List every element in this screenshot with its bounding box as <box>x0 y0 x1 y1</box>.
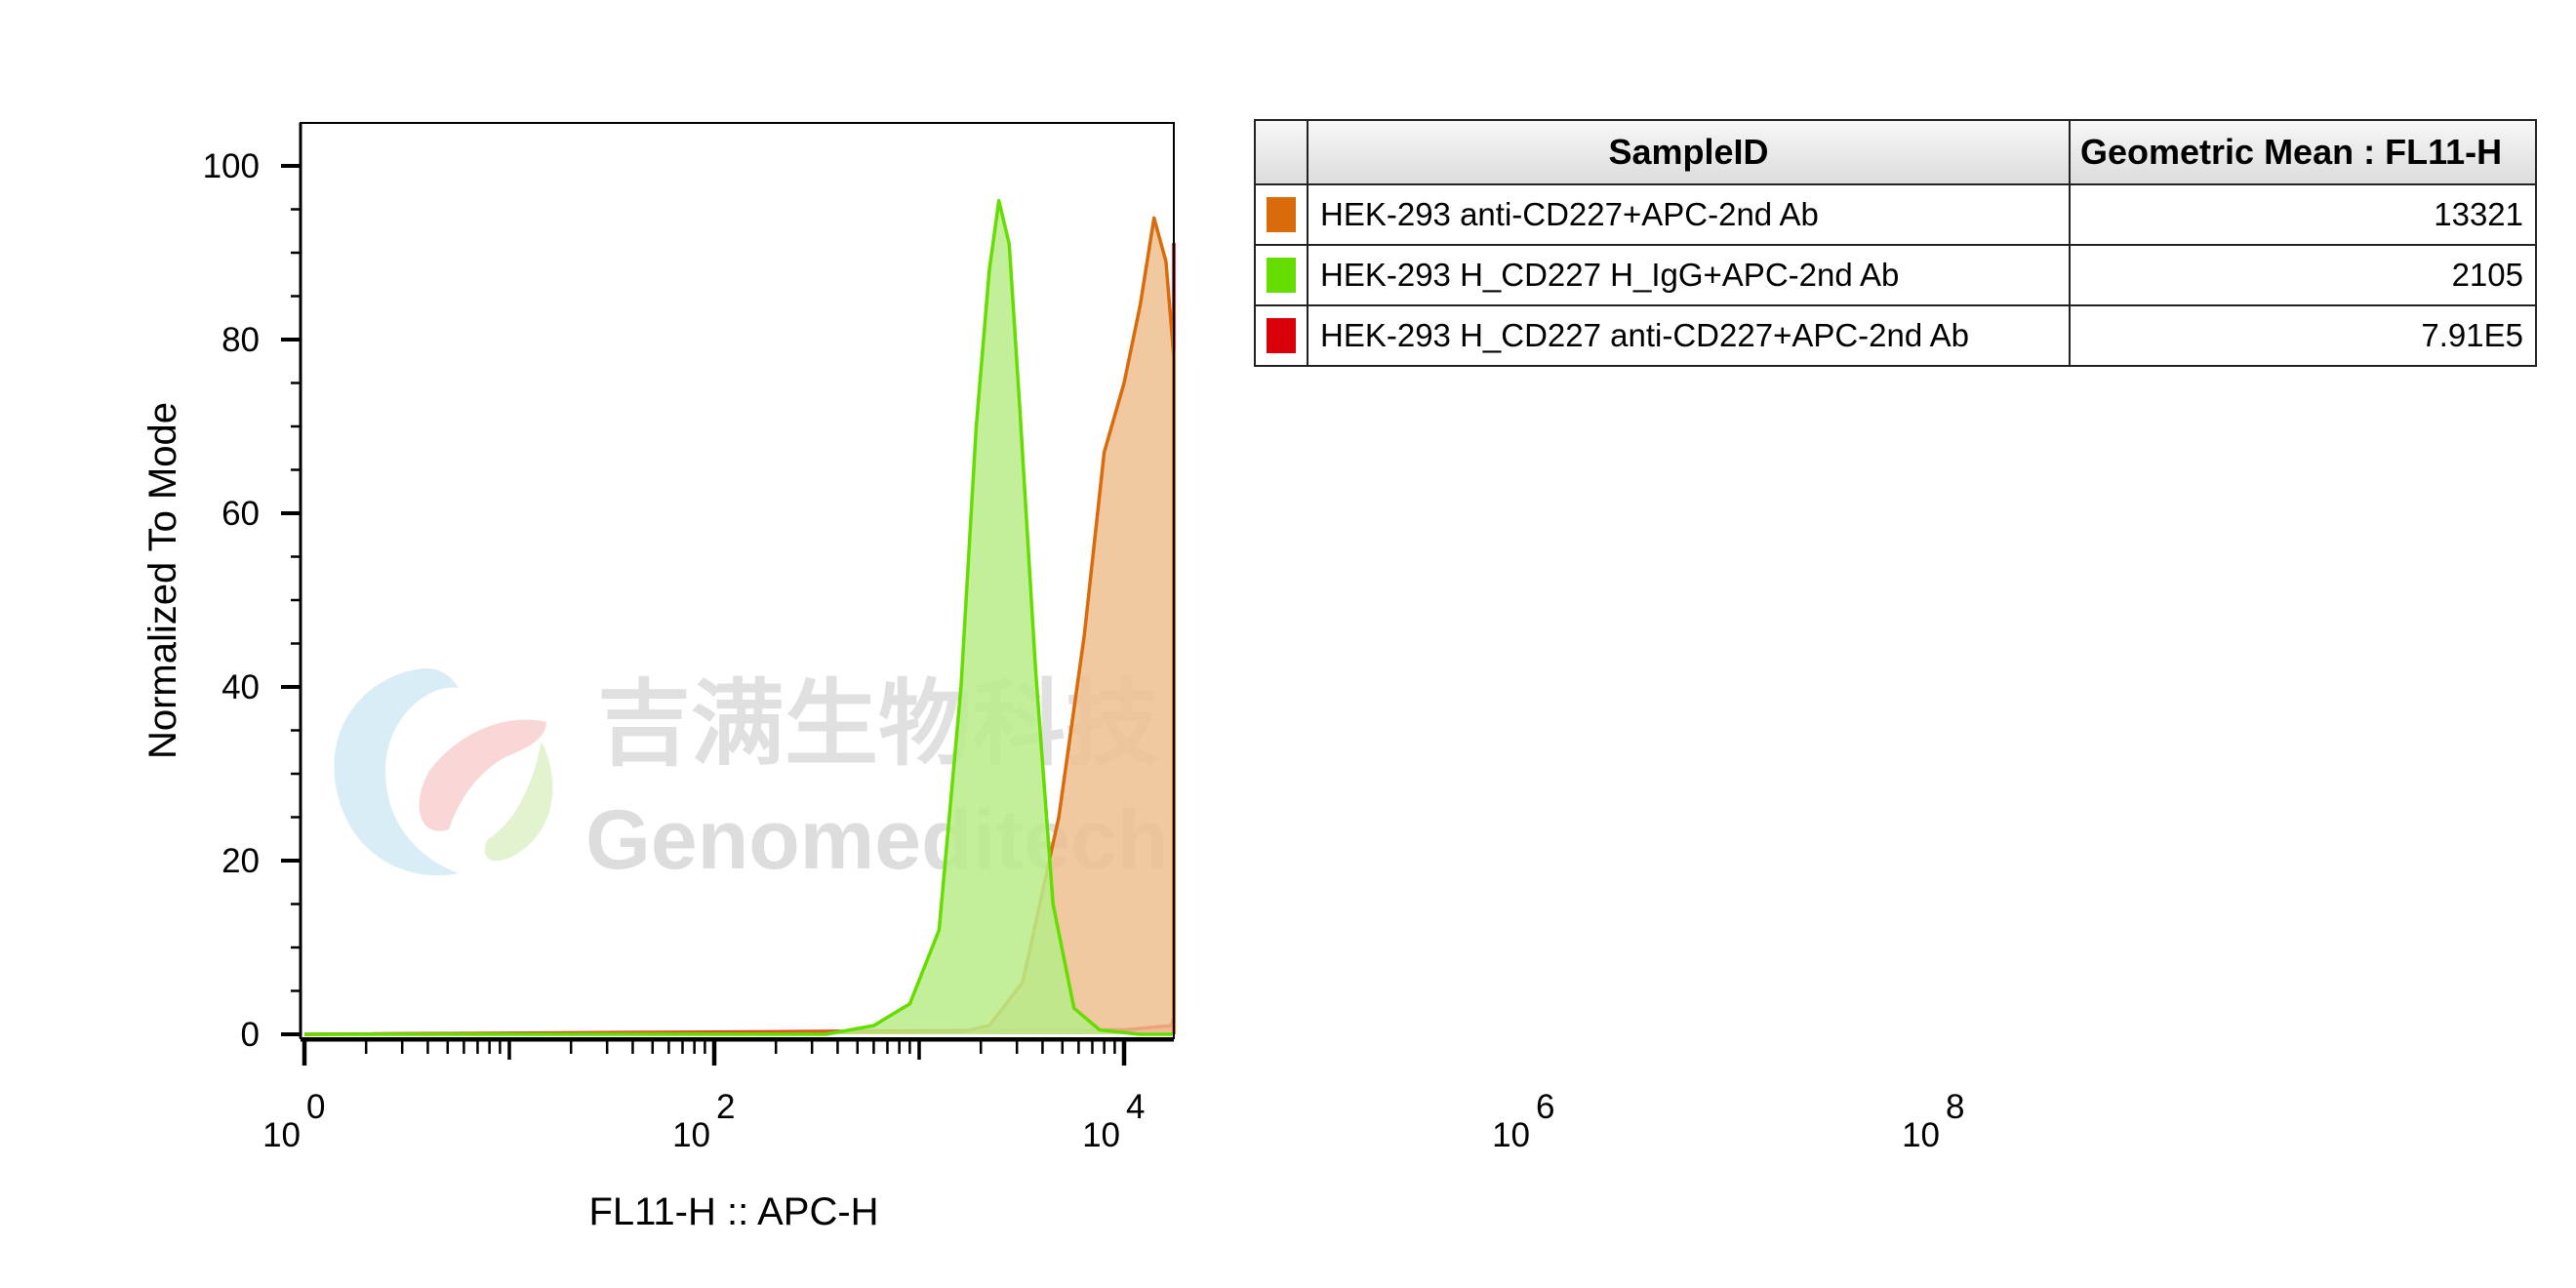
y-tick-label: 0 <box>241 1016 260 1054</box>
x-tick-label-exponent: 6 <box>1536 1088 1554 1126</box>
legend-row: HEK-293 H_CD227 anti-CD227+APC-2nd Ab 7.… <box>1254 304 2537 367</box>
legend-sample-id: HEK-293 anti-CD227+APC-2nd Ab <box>1307 183 2071 246</box>
legend-header-sample-id: SampleID <box>1307 119 2071 185</box>
y-tick-label: 40 <box>221 668 260 706</box>
legend-swatch <box>1267 318 1296 353</box>
x-tick-label-exponent: 8 <box>1946 1088 1964 1126</box>
legend-table: SampleID Geometric Mean : FL11-H HEK-293… <box>1254 119 2537 367</box>
legend-row: HEK-293 H_CD227 H_IgG+APC-2nd Ab 2105 <box>1254 244 2537 306</box>
legend-sample-id: HEK-293 H_CD227 H_IgG+APC-2nd Ab <box>1307 244 2071 306</box>
watermark-logo-drop-icon <box>419 719 546 831</box>
x-tick-label-exponent: 2 <box>716 1088 735 1126</box>
y-tick-label: 60 <box>221 495 260 533</box>
x-tick-label-base: 10 <box>1902 1116 1940 1154</box>
legend-sample-id: HEK-293 H_CD227 anti-CD227+APC-2nd Ab <box>1307 304 2071 367</box>
series-area-2 <box>304 200 1174 1035</box>
x-tick-label-exponent: 4 <box>1126 1088 1145 1126</box>
legend-geometric-mean: 13321 <box>2069 183 2537 246</box>
y-tick-label: 80 <box>221 321 260 359</box>
x-tick-label-base: 10 <box>1082 1116 1120 1154</box>
y-axis-title: Normalized To Mode <box>141 402 184 759</box>
x-tick-label-base: 10 <box>262 1116 301 1154</box>
legend-row: HEK-293 anti-CD227+APC-2nd Ab 13321 <box>1254 183 2537 246</box>
legend-geometric-mean: 7.91E5 <box>2069 304 2537 367</box>
series-line-2 <box>304 198 1174 1036</box>
watermark-logo-leaf-icon <box>484 742 553 862</box>
x-tick-label-base: 10 <box>672 1116 710 1154</box>
x-tick-label-exponent: 0 <box>306 1088 325 1126</box>
series-layer <box>303 198 1176 1036</box>
y-tick-label: 20 <box>221 842 260 880</box>
legend-header-swatch <box>1254 119 1308 185</box>
watermark-logo-swoosh-icon <box>334 668 459 876</box>
legend-swatch <box>1267 197 1296 232</box>
y-axis-ticks: 0 20 40 60 80 100 <box>203 147 301 1054</box>
series-area-1 <box>304 218 1174 1034</box>
y-tick-label: 100 <box>203 147 260 185</box>
legend-header-geometric-mean: Geometric Mean : FL11-H <box>2069 119 2537 185</box>
legend-swatch <box>1267 258 1296 293</box>
legend-geometric-mean: 2105 <box>2069 244 2537 306</box>
x-axis-title: FL11-H :: APC-H <box>588 1190 878 1233</box>
legend-header-row: SampleID Geometric Mean : FL11-H <box>1254 119 2537 185</box>
x-tick-label-base: 10 <box>1492 1116 1530 1154</box>
